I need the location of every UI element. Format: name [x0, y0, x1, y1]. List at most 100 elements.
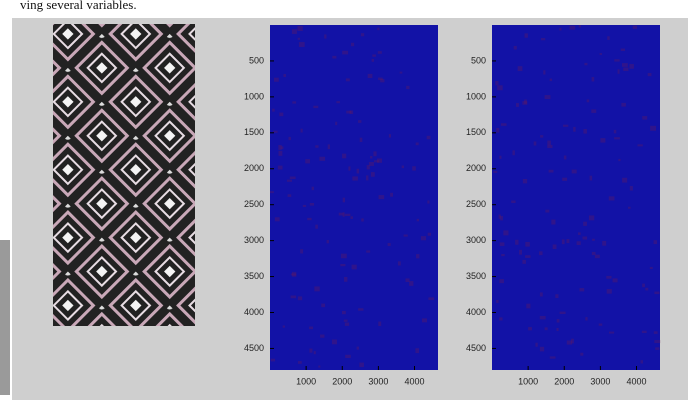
speckle: [630, 186, 633, 191]
speckle: [540, 347, 544, 352]
speckle: [351, 43, 354, 46]
speckle: [547, 140, 551, 145]
speckle: [583, 236, 588, 239]
y-tick-label: 4000: [466, 307, 486, 317]
speckle: [557, 319, 560, 322]
speckle: [374, 160, 379, 162]
speckle: [350, 216, 352, 219]
speckle: [279, 113, 283, 117]
speckle: [525, 255, 530, 258]
speckle: [602, 241, 606, 246]
speckle: [278, 145, 281, 150]
speckle: [591, 109, 596, 112]
speckle: [589, 215, 594, 220]
speckle: [562, 178, 567, 181]
speckle: [571, 339, 574, 344]
speckle: [618, 69, 620, 73]
texture-image: [53, 24, 195, 326]
speckle: [606, 276, 611, 279]
speckle: [270, 191, 274, 193]
speckle: [370, 156, 372, 158]
speckle: [628, 207, 631, 209]
speckle: [416, 142, 419, 145]
speckle: [342, 154, 346, 159]
speckle: [341, 254, 347, 259]
speckle: [312, 187, 314, 190]
speckle: [545, 210, 549, 213]
y-tick-label: 2000: [244, 163, 264, 173]
speckle: [422, 318, 427, 322]
speckle: [348, 166, 350, 170]
speckle: [298, 38, 300, 40]
speckle: [336, 101, 340, 103]
speckle: [291, 295, 297, 298]
speckle: [592, 239, 595, 241]
speckle: [292, 272, 296, 277]
speckle: [622, 178, 627, 183]
speckle: [358, 308, 363, 310]
speckle: [493, 171, 497, 173]
speckle: [298, 361, 302, 364]
speckle: [590, 176, 593, 181]
speckle: [557, 328, 559, 331]
speckle: [592, 77, 595, 81]
speckle: [555, 294, 558, 298]
speckle: [402, 166, 404, 169]
speckle: [427, 136, 431, 139]
speckle: [499, 317, 502, 320]
speckle: [352, 265, 357, 270]
speckle: [515, 240, 518, 245]
speckle: [535, 343, 537, 347]
speckle: [642, 331, 647, 333]
speckle: [342, 311, 346, 314]
speckle: [566, 239, 569, 243]
speckle: [358, 120, 361, 123]
speckle: [409, 281, 413, 286]
speckle: [324, 34, 326, 38]
speckle: [577, 241, 581, 245]
speckle: [633, 26, 637, 29]
y-tick-label: 500: [471, 55, 486, 65]
speckle: [405, 278, 409, 282]
speckle: [499, 215, 501, 219]
speckle: [511, 200, 515, 203]
speckle: [540, 316, 546, 319]
speckle: [400, 72, 403, 74]
speckle: [550, 356, 556, 358]
speckle: [428, 297, 434, 300]
speckle: [562, 239, 565, 244]
y-tick-label: 1500: [466, 127, 486, 137]
speckle: [359, 363, 364, 367]
speckle: [361, 218, 363, 221]
speckle: [357, 169, 359, 174]
x-tick-label: 2000: [332, 376, 352, 386]
speckle: [318, 366, 320, 368]
y-tick-label: 3000: [244, 235, 264, 245]
speckle: [655, 347, 659, 350]
speckle: [540, 292, 543, 296]
x-tick-label: 4000: [405, 376, 425, 386]
y-tick-label: 2500: [244, 199, 264, 209]
speckle: [360, 138, 363, 142]
y-tick-label: 1000: [244, 91, 264, 101]
speckle: [345, 214, 351, 216]
speckle: [654, 331, 658, 334]
speckle: [621, 49, 625, 51]
speckle: [320, 335, 324, 338]
y-tick-label: 4500: [244, 343, 264, 353]
speckle: [595, 255, 600, 259]
speckle: [545, 95, 551, 99]
speckle: [309, 349, 312, 353]
speckle: [301, 129, 303, 133]
speckle: [549, 170, 554, 173]
speckle: [427, 200, 429, 203]
speckle: [654, 292, 659, 295]
caption: ving several variables.: [20, 0, 137, 12]
speckle: [388, 243, 391, 246]
speckle: [415, 348, 419, 353]
x-tick-label: 3000: [368, 376, 388, 386]
speckle: [499, 279, 504, 283]
speckle: [496, 128, 499, 133]
speckle: [305, 159, 310, 163]
speckle: [321, 304, 325, 308]
